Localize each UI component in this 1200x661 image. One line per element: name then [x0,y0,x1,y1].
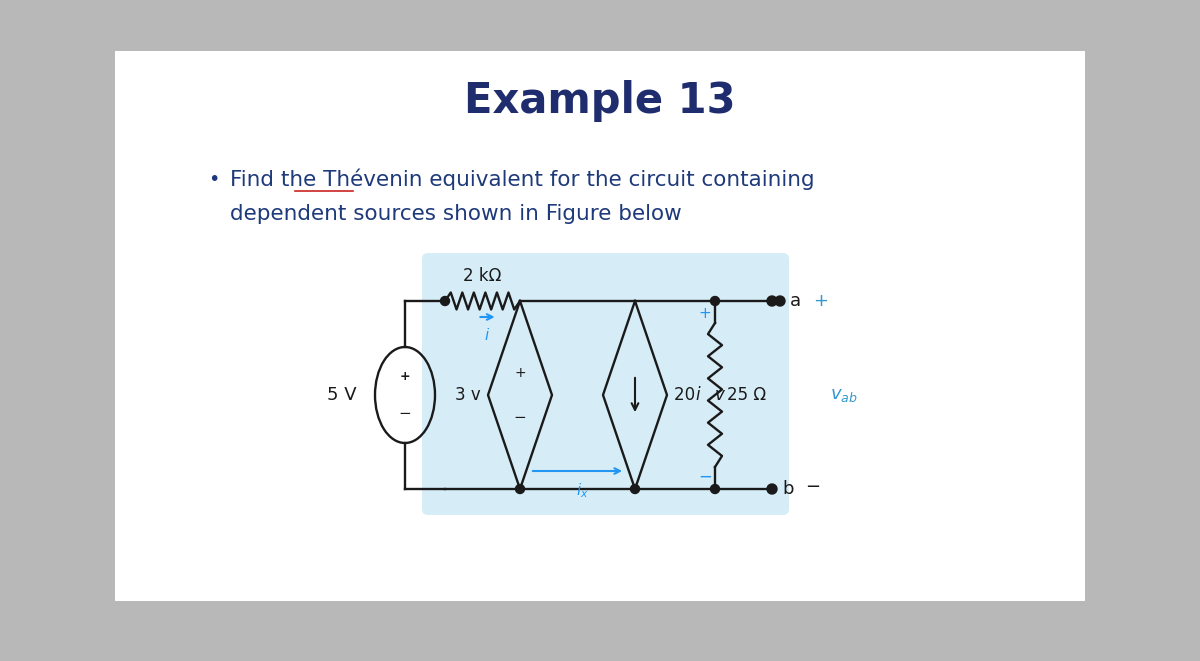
FancyBboxPatch shape [115,51,1085,601]
Text: +: + [814,292,828,310]
Text: $v$: $v$ [709,386,726,404]
Circle shape [710,297,720,305]
Text: $i$: $i$ [695,386,702,404]
Text: $i$: $i$ [485,327,491,343]
Text: +: + [400,371,410,383]
Text: •: • [208,169,220,188]
Text: Find the Thévenin equivalent for the circuit containing: Find the Thévenin equivalent for the cir… [230,169,815,190]
Text: dependent sources shown in Figure below: dependent sources shown in Figure below [230,204,682,224]
Text: 2 kΩ: 2 kΩ [463,267,502,285]
Text: Example 13: Example 13 [464,80,736,122]
Text: $v_{ab}$: $v_{ab}$ [830,386,858,404]
Circle shape [767,484,778,494]
Text: −: − [805,478,820,496]
Text: a: a [790,292,802,310]
Text: −: − [514,410,527,424]
Text: 3 v: 3 v [455,386,481,404]
FancyBboxPatch shape [422,253,790,515]
Circle shape [516,485,524,494]
Circle shape [440,297,450,305]
Text: 5 V: 5 V [328,386,358,404]
Text: −: − [698,468,712,486]
Text: +: + [698,305,712,321]
Text: 25 Ω: 25 Ω [727,386,766,404]
Text: $i_x$: $i_x$ [576,481,589,500]
Circle shape [775,296,785,306]
Circle shape [767,296,778,306]
Text: +: + [514,366,526,380]
Text: b: b [782,480,793,498]
Circle shape [710,485,720,494]
Text: −: − [398,405,412,420]
Text: 20: 20 [674,386,701,404]
Circle shape [630,485,640,494]
